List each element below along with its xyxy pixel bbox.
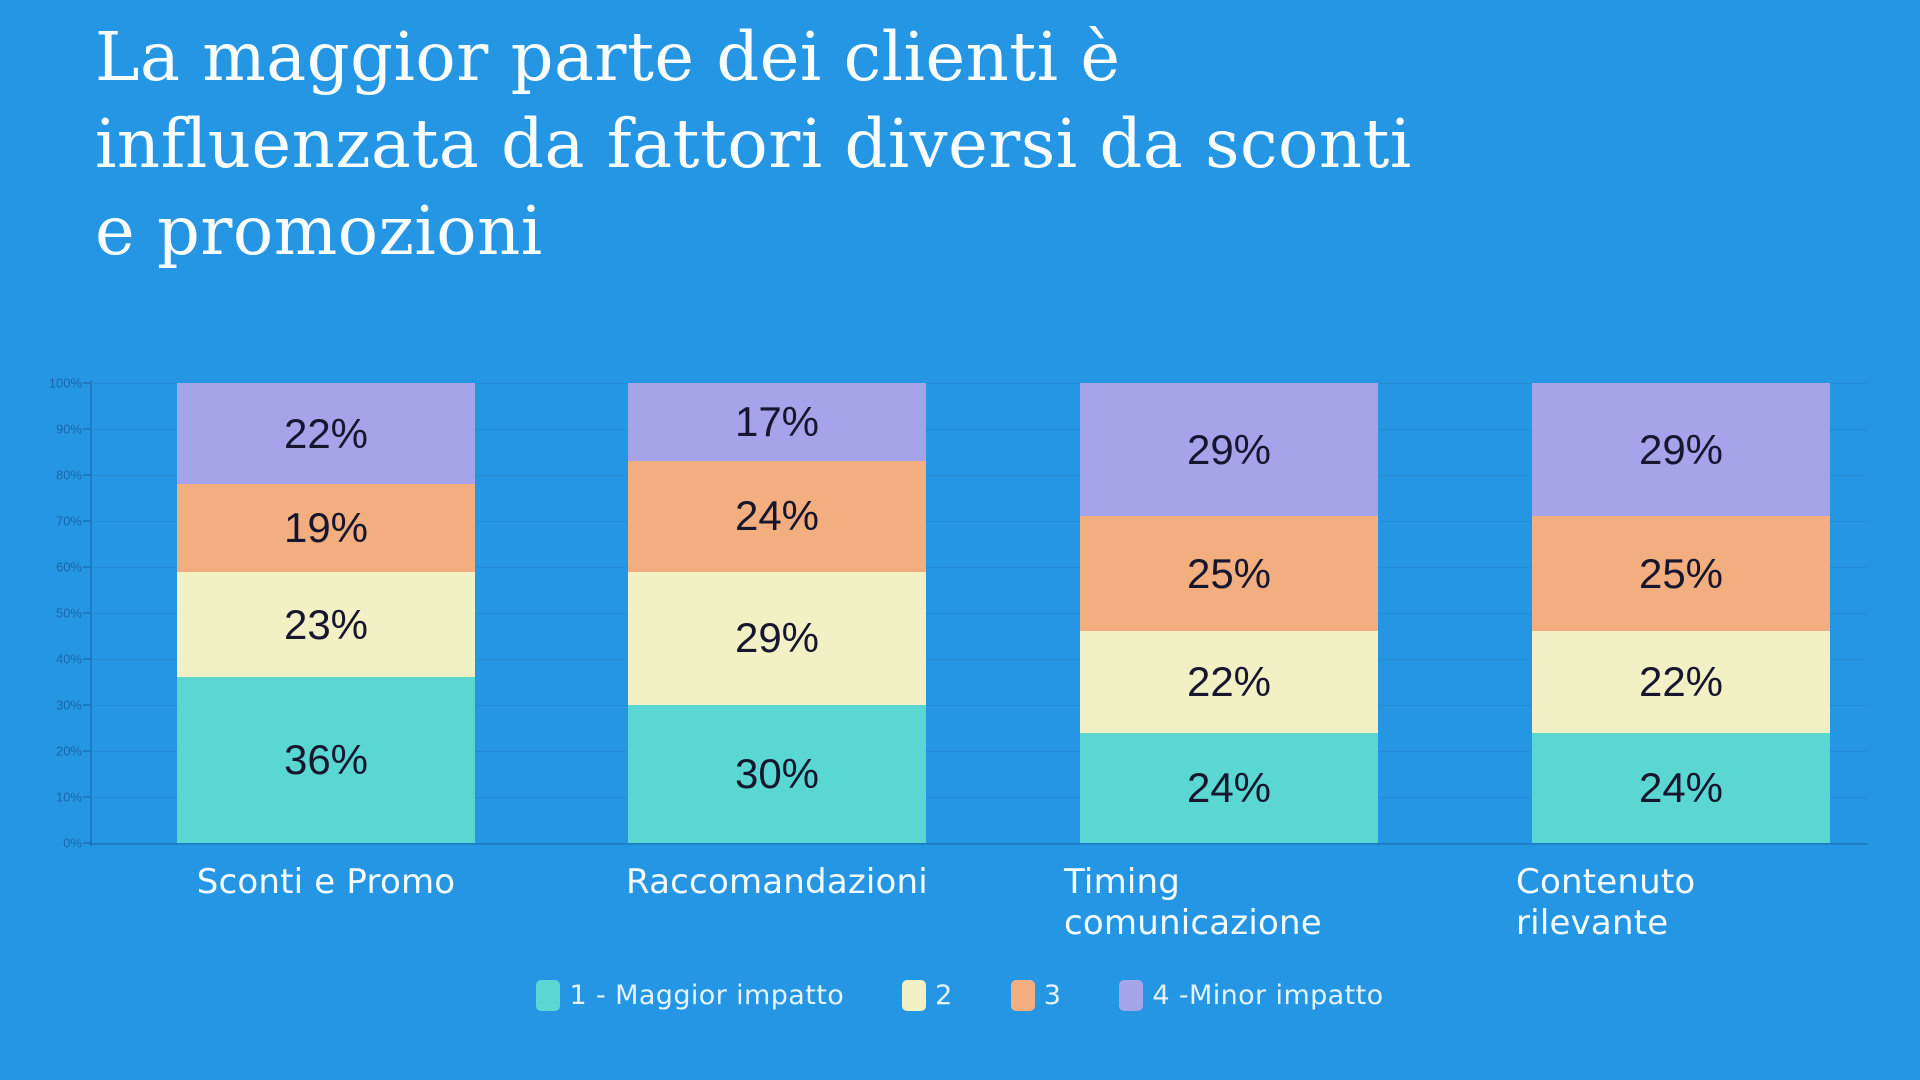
legend-swatch <box>1119 980 1144 1011</box>
segment-value-label: 24% <box>734 492 820 540</box>
bar-segment: 30% <box>628 705 926 843</box>
bar-segment: 25% <box>1532 516 1830 632</box>
bar-2: 30% 29% 24% 17% <box>628 383 926 843</box>
grid-line <box>92 429 1868 430</box>
legend-item: 3 <box>1010 980 1062 1011</box>
legend-label: 1 - Maggior impatto <box>569 980 845 1011</box>
legend-label: 2 <box>935 980 953 1011</box>
bar-segment: 19% <box>177 484 475 572</box>
segment-value-label: 25% <box>1186 549 1272 597</box>
x-axis-line <box>90 843 1868 845</box>
page-title-line-3: e promozioni <box>95 192 543 271</box>
y-axis-tick-label: 80% <box>55 467 82 483</box>
legend-swatch <box>1010 980 1035 1011</box>
plot-area: 0% 10% 20% 30% 40% 50% 60% 70% 80% 90% 100% 36% 23% 1… <box>49 376 1868 851</box>
grid-line <box>92 751 1868 752</box>
y-axis-tick-label: 0% <box>63 835 82 851</box>
bar-segment: 23% <box>177 571 475 678</box>
bar-segment: 36% <box>177 677 475 843</box>
segment-value-label: 29% <box>1186 425 1272 473</box>
y-axis-tick-mark <box>83 704 90 706</box>
grid-line <box>92 567 1868 568</box>
y-axis-tick-mark <box>83 658 90 660</box>
segment-value-label: 22% <box>1186 658 1272 706</box>
bar-4: 24% 22% 25% 29% <box>1532 383 1830 843</box>
y-axis-tick-mark <box>83 612 90 614</box>
y-axis-tick-label: 60% <box>55 559 82 575</box>
legend-label: 3 <box>1043 980 1062 1011</box>
grid-line <box>92 521 1868 522</box>
legend-label: 4 -Minor impatto <box>1152 980 1384 1011</box>
bar-segment: 24% <box>1080 732 1378 843</box>
category-label: Contenuto rilevante <box>1516 862 1696 944</box>
y-axis-tick-label: 50% <box>55 605 82 621</box>
y-axis-tick-mark <box>83 750 90 752</box>
grid-line <box>92 705 1868 706</box>
y-axis-tick-mark <box>83 520 90 522</box>
legend-swatch <box>536 980 561 1011</box>
bar-segment: 22% <box>1080 631 1378 733</box>
legend-item: 4 -Minor impatto <box>1119 980 1383 1011</box>
segment-value-label: 22% <box>283 409 369 457</box>
y-axis-tick-label: 90% <box>55 421 82 437</box>
bar-segment: 25% <box>1080 516 1378 632</box>
grid-line <box>92 659 1868 660</box>
legend-swatch <box>902 980 927 1011</box>
y-axis-tick-label: 10% <box>55 789 82 805</box>
y-axis-tick-mark <box>83 796 90 798</box>
segment-value-label: 36% <box>283 736 369 784</box>
category-label: Raccomandazioni <box>626 862 928 902</box>
segment-value-label: 25% <box>1638 549 1724 597</box>
grid-line <box>92 383 1868 384</box>
segment-value-label: 30% <box>734 750 820 797</box>
segment-value-label: 29% <box>734 614 820 662</box>
bar-segment: 22% <box>1532 631 1830 733</box>
bar-segment: 24% <box>1532 732 1830 843</box>
y-axis-tick-mark <box>83 428 90 430</box>
y-axis-tick-mark <box>83 474 90 476</box>
segment-value-label: 24% <box>1186 763 1272 811</box>
category-label: Sconti e Promo <box>196 862 456 902</box>
segment-value-label: 23% <box>283 600 369 648</box>
y-axis-tick-mark <box>83 382 90 384</box>
y-axis-tick-mark <box>83 566 90 568</box>
y-axis-tick-label: 20% <box>55 743 82 759</box>
bar-segment: 29% <box>1080 383 1378 517</box>
segment-value-label: 29% <box>1638 425 1724 473</box>
segment-value-label: 24% <box>1638 763 1724 811</box>
grid-line <box>92 797 1868 798</box>
grid-line <box>92 843 1868 844</box>
chart-legend: 1 - Maggior impatto 2 3 4 -Minor impatto <box>0 980 1920 1011</box>
bar-segment: 24% <box>628 461 926 572</box>
segment-value-label: 22% <box>1638 658 1724 706</box>
y-axis-tick-mark <box>83 842 90 844</box>
bar-segment: 29% <box>628 571 926 705</box>
page-title-line-2: influenzata da fattori diversi da sconti <box>95 105 1412 184</box>
y-axis-tick-label: 70% <box>55 513 82 529</box>
bar-segment: 29% <box>1532 383 1830 517</box>
y-axis-tick-label: 100% <box>48 375 82 391</box>
legend-item: 2 <box>902 980 953 1011</box>
segment-value-label: 17% <box>734 398 820 446</box>
grid-line <box>92 475 1868 476</box>
legend-item: 1 - Maggior impatto <box>536 980 844 1011</box>
y-axis-line <box>90 380 92 846</box>
page-title: La maggior parte dei clienti è influenza… <box>95 14 1655 275</box>
page-title-line-1: La maggior parte dei clienti è <box>95 18 1121 96</box>
y-axis-tick-label: 30% <box>55 697 82 713</box>
y-axis-tick-label: 40% <box>55 651 82 667</box>
bar-1: 36% 23% 19% 22% <box>177 383 475 843</box>
bar-segment: 22% <box>177 383 475 485</box>
grid-line <box>92 613 1868 614</box>
bar-segment: 17% <box>628 383 926 462</box>
segment-value-label: 19% <box>283 503 369 551</box>
category-label: Timing comunicazione <box>1064 862 1322 944</box>
bar-3: 24% 22% 25% 29% <box>1080 383 1378 843</box>
